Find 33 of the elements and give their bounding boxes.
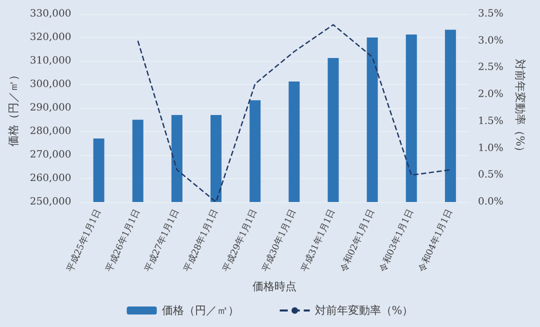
x-tick-label: 令和04年1月1日 [416,207,455,274]
x-tick-label: 平成26年1月1日 [104,207,142,274]
y-tick-label: 260,000 [30,173,72,184]
x-tick-label: 平成25年1月1日 [64,207,104,274]
y-tick-label: 290,000 [30,102,72,114]
y-tick-label: 320,000 [30,32,72,43]
y2-tick-label: 2.0% [478,89,504,100]
x-tick-label: 令和02年1月1日 [338,207,377,274]
y2-tick-label: 3.0% [478,35,504,46]
y2-tick-label: 3.5% [478,8,504,20]
y2-tick-label: 0.5% [478,170,504,181]
legend-label: 対前年変動率（%） [314,304,414,317]
y-tick-label: 330,000 [30,8,72,20]
y2-tick-label: 0.0% [478,196,504,208]
y-tick-label: 250,000 [30,196,72,208]
y2-tick-label: 1.5% [478,116,504,127]
y-tick-label: 280,000 [30,126,72,137]
x-tick-label: 平成30年1月1日 [260,207,299,274]
x-tick-label: 平成27年1月1日 [142,207,182,274]
x-tick-label: 平成29年1月1日 [220,207,260,274]
legend-label: 価格（円／㎡） [162,304,239,317]
x-tick-label: 平成28年1月1日 [182,207,221,274]
y-tick-label: 300,000 [30,79,72,90]
y-tick-label: 310,000 [30,56,72,66]
x-tick-label: 令和03年1月1日 [377,207,416,274]
y2-axis-title: 対前年変動率（%） [513,58,526,158]
y-tick-label: 270,000 [30,150,72,160]
x-tick-label: 平成31年1月1日 [299,207,338,274]
y2-tick-label: 2.5% [478,62,504,74]
line-series [137,24,452,203]
x-axis-title: 価格時点 [252,280,297,294]
y2-tick-label: 1.0% [478,142,504,154]
y-axis-title: 価格（円／㎡） [7,70,20,146]
